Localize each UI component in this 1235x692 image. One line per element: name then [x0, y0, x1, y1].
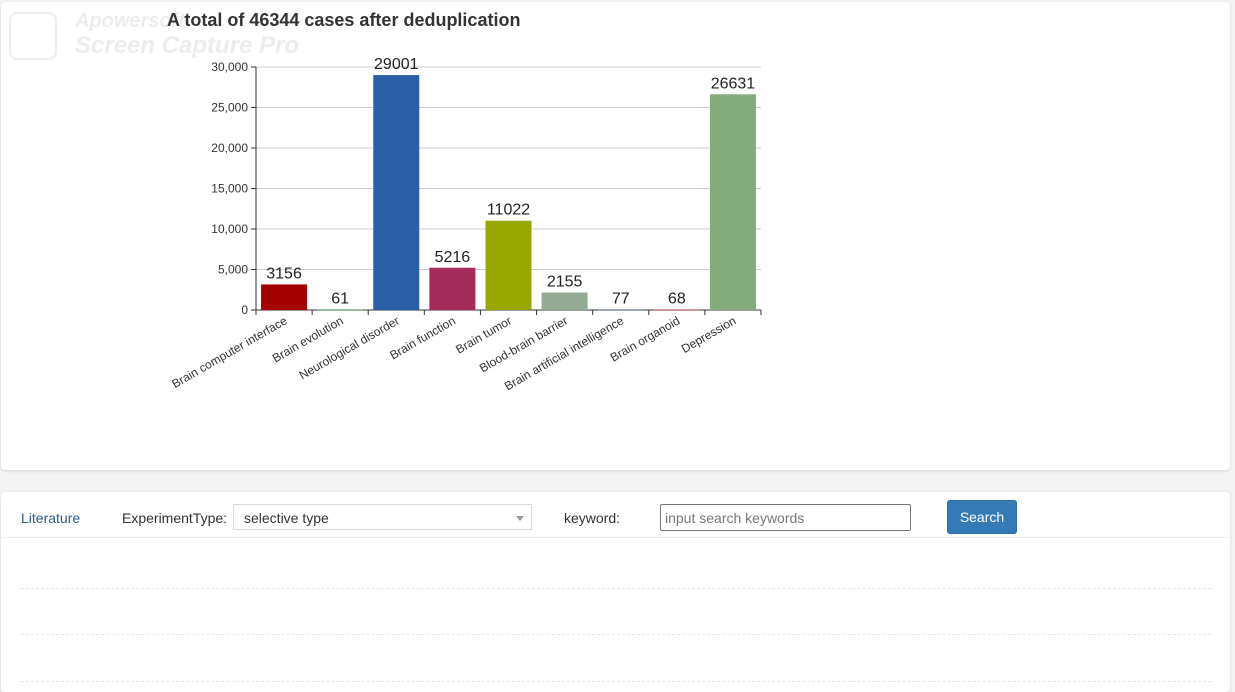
y-tick-label: 20,000: [211, 141, 248, 155]
result-row-divider: [21, 681, 1211, 682]
bar-value-label: 68: [668, 290, 686, 307]
y-tick-label: 5,000: [218, 263, 248, 277]
bar: [597, 309, 644, 311]
experiment-type-value: selective type: [244, 510, 329, 526]
bar-value-label: 77: [612, 290, 630, 307]
bar-value-label: 61: [331, 291, 349, 308]
y-tick-label: 15,000: [211, 182, 248, 196]
x-tick-label: Depression: [679, 313, 739, 355]
keyword-input[interactable]: [660, 504, 911, 531]
search-button[interactable]: Search: [947, 500, 1017, 534]
bar-chart: 0 5,000 10,000 15,000 20,000 25,000 30,000 3156…: [169, 56, 762, 393]
y-tick-label: 10,000: [211, 222, 248, 236]
tab-literature[interactable]: Literature: [21, 510, 81, 526]
result-row-divider: [21, 588, 1211, 589]
header-divider: [1, 537, 1230, 538]
y-tick-label: 25,000: [211, 101, 248, 115]
chart-panel: Apowersoft Screen Capture Pro A total of…: [1, 2, 1230, 470]
search-panel: Literature ExperimentType: selective typ…: [1, 492, 1230, 692]
keyword-label: keyword:: [564, 510, 621, 526]
bar: [541, 292, 588, 310]
chevron-down-icon: [516, 516, 524, 521]
bar: [317, 309, 364, 311]
bar-value-label: 26631: [711, 75, 756, 92]
bar-value-label: 11022: [487, 202, 530, 219]
experiment-type-select[interactable]: selective type: [233, 504, 532, 530]
y-tick-label: 0: [241, 303, 248, 317]
bar-value-label: 5216: [435, 249, 471, 266]
result-row-divider: [21, 634, 1211, 635]
x-tick-label: Neurological disorder: [297, 313, 402, 382]
chart-title: A total of 46344 cases after deduplicati…: [167, 10, 521, 30]
bar: [429, 267, 476, 310]
bar: [485, 220, 532, 310]
bar: [373, 75, 420, 310]
experiment-type-label: ExperimentType:: [122, 510, 228, 526]
bar-value-label: 29001: [374, 56, 419, 73]
bar: [709, 94, 756, 310]
bar-value-label: 3156: [266, 265, 302, 282]
bar: [261, 284, 308, 310]
bar: [653, 309, 700, 311]
y-tick-label: 30,000: [211, 60, 248, 74]
bar-value-label: 2155: [547, 274, 583, 291]
